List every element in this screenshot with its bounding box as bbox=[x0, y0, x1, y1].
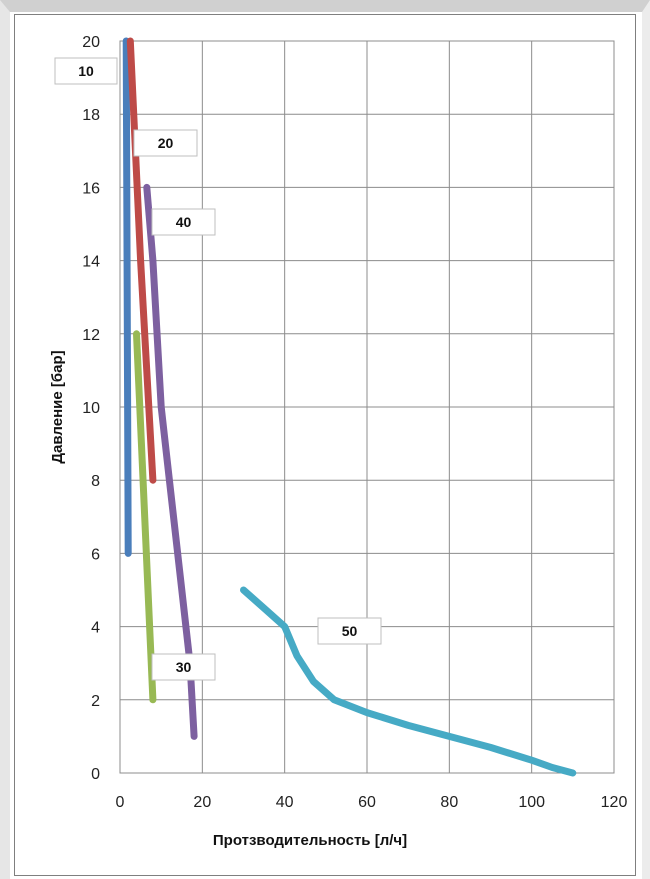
x-tick-label: 40 bbox=[276, 794, 294, 811]
series-line-20 bbox=[126, 37, 157, 484]
x-tick-label: 120 bbox=[601, 794, 628, 811]
y-tick-label: 14 bbox=[82, 254, 100, 271]
y-tick-label: 10 bbox=[82, 400, 100, 417]
data-label-30: 30 bbox=[176, 659, 192, 675]
x-axis-label: Протзводительность [л/ч] bbox=[213, 832, 407, 849]
y-tick-label: 2 bbox=[91, 693, 100, 710]
x-tick-label: 0 bbox=[116, 794, 125, 811]
y-tick-label: 0 bbox=[91, 766, 100, 783]
x-tick-label: 100 bbox=[518, 794, 545, 811]
y-tick-label: 12 bbox=[82, 327, 100, 344]
data-label-10: 10 bbox=[78, 63, 94, 79]
y-axis-label: Давление [бар] bbox=[49, 350, 66, 463]
x-tick-label: 20 bbox=[193, 794, 211, 811]
plot-area bbox=[119, 40, 615, 774]
y-tick-label: 16 bbox=[82, 180, 100, 197]
y-tick-label: 4 bbox=[91, 620, 100, 637]
series-line-30 bbox=[133, 330, 157, 704]
chart-area-border bbox=[14, 14, 636, 876]
series-line-50 bbox=[240, 586, 577, 777]
x-tick-label: 60 bbox=[358, 794, 376, 811]
data-label-50: 50 bbox=[342, 623, 358, 639]
data-label-40: 40 bbox=[176, 214, 192, 230]
y-tick-label: 18 bbox=[82, 107, 100, 124]
y-tick-label: 20 bbox=[82, 34, 100, 51]
data-label-box-50 bbox=[317, 617, 382, 645]
x-tick-label: 80 bbox=[440, 794, 458, 811]
data-label-box-10 bbox=[54, 57, 118, 85]
data-label-box-40 bbox=[151, 208, 216, 236]
data-label-box-30 bbox=[151, 653, 216, 681]
series-line-10 bbox=[122, 37, 132, 557]
data-label-box-20 bbox=[133, 129, 198, 157]
data-label-20: 20 bbox=[158, 135, 174, 151]
y-tick-label: 6 bbox=[91, 546, 100, 563]
y-tick-label: 8 bbox=[91, 473, 100, 490]
